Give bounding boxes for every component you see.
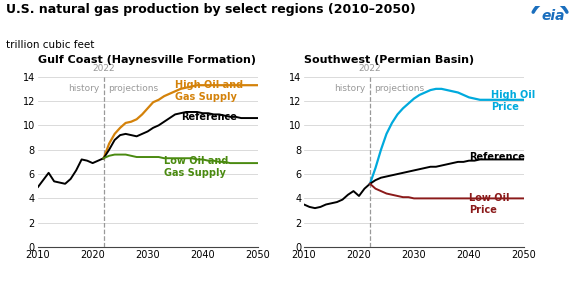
Text: Reference: Reference xyxy=(181,112,237,122)
Text: projections: projections xyxy=(375,84,424,93)
Text: 2022: 2022 xyxy=(358,64,382,73)
Text: Reference: Reference xyxy=(469,152,525,162)
Text: trillion cubic feet: trillion cubic feet xyxy=(6,40,94,50)
Text: 2022: 2022 xyxy=(92,64,115,73)
Text: High Oil
Price: High Oil Price xyxy=(491,90,535,112)
Text: history: history xyxy=(334,84,365,93)
Text: eia: eia xyxy=(541,9,565,22)
Text: projections: projections xyxy=(108,84,158,93)
Text: history: history xyxy=(68,84,99,93)
Text: Southwest (Permian Basin): Southwest (Permian Basin) xyxy=(304,55,474,65)
Text: Low Oil and
Gas Supply: Low Oil and Gas Supply xyxy=(164,156,229,178)
Text: U.S. natural gas production by select regions (2010–2050): U.S. natural gas production by select re… xyxy=(6,3,416,16)
Text: High Oil and
Gas Supply: High Oil and Gas Supply xyxy=(175,80,243,102)
Text: Gulf Coast (Haynesville Formation): Gulf Coast (Haynesville Formation) xyxy=(38,55,256,65)
Text: Low Oil
Price: Low Oil Price xyxy=(469,193,510,215)
